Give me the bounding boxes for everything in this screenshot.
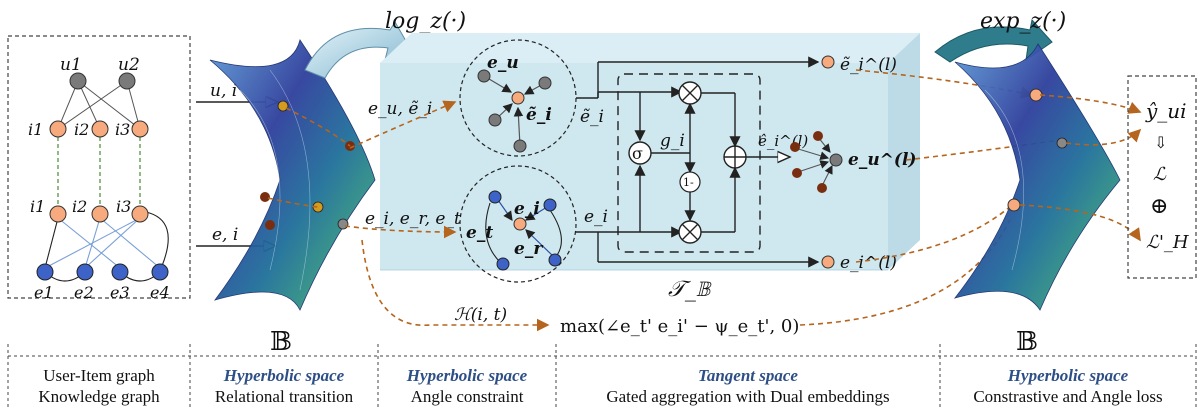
hyperbolic-symbol-right: 𝔹 xyxy=(1016,327,1038,357)
neighbor-node xyxy=(488,113,502,127)
caption-line2: Knowledge graph xyxy=(38,387,160,406)
item-label: i3 xyxy=(115,120,130,139)
caption-title: Hyperbolic space xyxy=(223,366,345,385)
neighbor-node xyxy=(477,69,491,83)
user-aggregation-cluster: e_u^(l) xyxy=(790,131,916,193)
exp-map-arrow: exp_z(·) xyxy=(934,9,1066,63)
gated-aggregation: ẽ_i e_i σ g_i 1- ê_i^(l) 𝒯_𝔹 xyxy=(576,56,820,302)
user-label: u2 xyxy=(118,55,140,75)
er-node-label: e_r xyxy=(514,239,543,259)
ei-input-label: e, i xyxy=(212,225,238,245)
one-minus-label: 1- xyxy=(683,176,694,189)
entity-label: e1 xyxy=(34,283,54,302)
entity-label: e2 xyxy=(74,283,94,302)
item-neighborhood: e_t e_i e_r xyxy=(459,165,577,283)
ei-l-node xyxy=(821,255,835,269)
item-label: i1 xyxy=(28,120,43,139)
caption-title: Tangent space xyxy=(698,366,798,385)
item-label: i2 xyxy=(72,197,87,216)
caption-line1: User-Item graph xyxy=(43,366,155,385)
ei-tilde-node-label: ẽ_i xyxy=(526,105,552,125)
log-map-arrow: log_z(·) xyxy=(304,9,466,79)
item-node xyxy=(49,205,67,223)
item-node xyxy=(91,120,109,138)
eu-node-label: e_u xyxy=(487,53,519,73)
entity-label: e4 xyxy=(150,283,170,302)
item-node xyxy=(131,120,149,138)
down-arrow: ⇩ xyxy=(1154,133,1167,152)
loss-panel-border xyxy=(1127,75,1197,279)
et-node-label: e_t xyxy=(466,223,493,243)
user-neighborhood: e_u ẽ_i xyxy=(459,39,577,157)
ei-tilde-out-label: ẽ_i xyxy=(580,107,604,127)
item-label: i1 xyxy=(30,197,45,216)
graph-panel-border xyxy=(7,35,191,299)
user-node xyxy=(69,72,87,90)
entity-neighbor xyxy=(543,198,557,212)
ei-tilde-l-node xyxy=(821,55,835,69)
caption-title: Hyperbolic space xyxy=(406,366,528,385)
caption-title: Hyperbolic space xyxy=(1007,366,1129,385)
gate-label: g_i xyxy=(660,131,685,151)
eu-l-label: e_u^(l) xyxy=(848,150,916,170)
caption-line2: Relational transition xyxy=(215,387,354,406)
item-label: i3 xyxy=(116,197,131,216)
entity-relation-label: e_i, e_r, e_t xyxy=(365,209,461,229)
log-label: log_z(·) xyxy=(385,9,466,34)
tb-label: 𝒯_𝔹 xyxy=(668,277,713,302)
item-node xyxy=(91,205,109,223)
hyperbolic-surface-right: 𝔹 xyxy=(953,43,1142,357)
section-axis: User-Item graph Knowledge graph Hyperbol… xyxy=(7,344,1197,410)
user-node xyxy=(118,72,136,90)
ei-node-label: e_i xyxy=(514,199,540,219)
ei-out-label: e_i xyxy=(584,207,608,227)
item-node xyxy=(49,120,67,138)
hat-ei-label: ê_i^(l) xyxy=(758,132,808,150)
exp-label: exp_z(·) xyxy=(980,9,1066,34)
entity-node xyxy=(151,263,169,281)
hyperbolic-surface-left: 𝔹 xyxy=(209,39,376,357)
sigma-label: σ xyxy=(632,144,643,163)
h-func-label: ℋ(i, t) xyxy=(454,305,507,325)
entity-neighbor xyxy=(548,253,562,267)
ei-l-label: e_i^(l) xyxy=(840,253,897,273)
entity-label: e3 xyxy=(110,283,130,302)
neighbor-node xyxy=(538,76,552,90)
oplus-symbol: ⊕ xyxy=(1150,194,1168,219)
item-node xyxy=(131,205,149,223)
center-node xyxy=(511,91,525,105)
item-label: i2 xyxy=(74,120,89,139)
neighbor-node xyxy=(513,139,527,153)
max-expression: max(∠e_t' e_i' − ψ_e_t', 0) xyxy=(560,316,799,337)
entity-neighbor xyxy=(496,257,510,271)
user-agg-node xyxy=(829,153,843,167)
angle-loss-label: ℒ'_H xyxy=(1146,232,1189,253)
center-item-node xyxy=(513,217,527,231)
caption-line2: Gated aggregation with Dual embeddings xyxy=(606,387,889,406)
hyperbolic-symbol-left: 𝔹 xyxy=(270,327,292,357)
user-label: u1 xyxy=(60,55,82,75)
entity-node xyxy=(76,263,94,281)
ui-input-label: u, i xyxy=(210,81,237,101)
caption-line2: Angle constraint xyxy=(411,387,524,406)
prediction-label: ŷ_ui xyxy=(1145,99,1187,123)
caption-line2: Constrastive and Angle loss xyxy=(973,387,1162,406)
entity-neighbor xyxy=(488,190,502,204)
graph-panel: u1 u2 i1 i2 i3 i1 i2 i3 e1 e2 e3 e4 xyxy=(7,35,191,302)
eu-ei-label: e_u, ẽ_i xyxy=(368,99,432,119)
ei-tilde-l-label: ẽ_i^(l) xyxy=(840,55,897,75)
tangent-box xyxy=(380,33,920,271)
entity-node xyxy=(36,263,54,281)
loss-panel: ŷ_ui ⇩ ℒ ⊕ ℒ'_H xyxy=(1127,75,1197,279)
loss-label: ℒ xyxy=(1153,164,1167,185)
entity-node xyxy=(111,263,129,281)
